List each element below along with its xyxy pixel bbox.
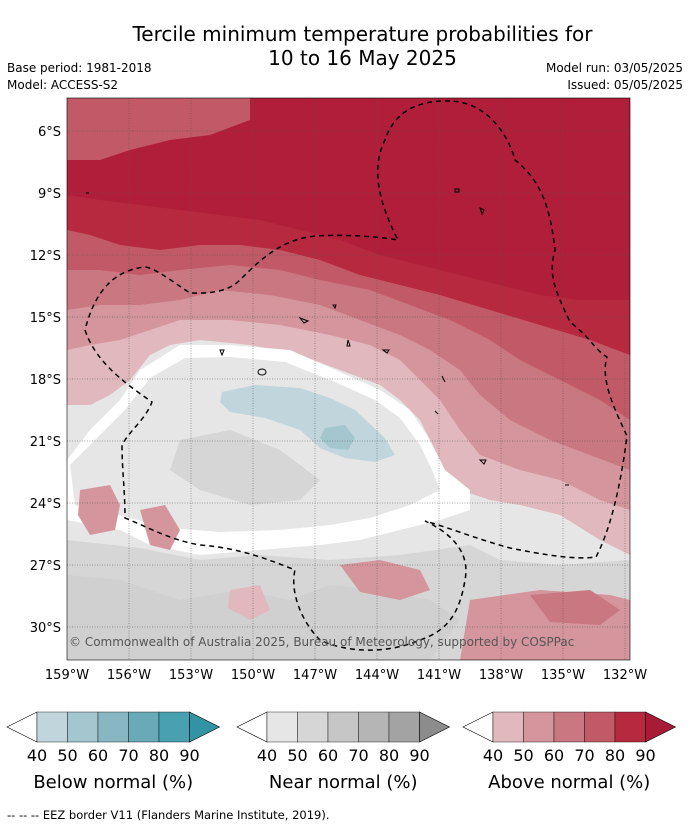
map-frame bbox=[66, 97, 631, 661]
map-title: Tercile minimum temperature probabilitie… bbox=[0, 22, 690, 70]
lat-label: 9°S bbox=[38, 187, 61, 202]
colorbar-segment bbox=[553, 711, 585, 743]
lon-label: 159°W bbox=[45, 668, 89, 683]
graticule bbox=[67, 98, 630, 660]
colorbar-tick-label: 60 bbox=[544, 746, 564, 765]
colorbar-over-triangle bbox=[645, 711, 677, 743]
title-line-2: 10 to 16 May 2025 bbox=[268, 46, 457, 70]
meta-left: Base period: 1981-2018 Model: ACCESS-S2 bbox=[7, 60, 152, 94]
colorbar-under-triangle bbox=[236, 711, 268, 743]
colorbar-label: Near normal (%) bbox=[269, 772, 418, 793]
colorbar-tick-label: 60 bbox=[88, 746, 108, 765]
colorbar-tick-label: 80 bbox=[605, 746, 625, 765]
lat-label: 6°S bbox=[38, 125, 61, 140]
colorbar-tick-label: 50 bbox=[287, 746, 307, 765]
lat-label: 21°S bbox=[30, 435, 61, 450]
colorbar-tick-label: 80 bbox=[149, 746, 169, 765]
lon-label: 153°W bbox=[169, 668, 213, 683]
model-name: Model: ACCESS-S2 bbox=[7, 78, 119, 92]
colorbar-segment bbox=[297, 711, 329, 743]
near-normal-50-core bbox=[170, 430, 320, 505]
colorbar-tick-label: 70 bbox=[348, 746, 368, 765]
meta-right: Model run: 03/05/2025 Issued: 05/05/2025 bbox=[546, 60, 683, 94]
lat-label: 15°S bbox=[30, 311, 61, 326]
colorbar-tick-label: 90 bbox=[409, 746, 429, 765]
above-normal-pocket-1 bbox=[78, 485, 120, 535]
colorbar-segment bbox=[584, 711, 616, 743]
above-normal-pocket-2 bbox=[140, 505, 180, 550]
near-normal-55-region bbox=[67, 575, 460, 660]
colorbar-segment bbox=[614, 711, 646, 743]
below-normal-50-patch bbox=[320, 425, 355, 450]
colorbar-segment bbox=[327, 711, 359, 743]
lon-label: 147°W bbox=[293, 668, 337, 683]
colorbar-tick-label: 40 bbox=[257, 746, 277, 765]
lat-label: 12°S bbox=[30, 249, 61, 264]
colorbar-label: Below normal (%) bbox=[33, 772, 193, 793]
lon-label: 141°W bbox=[417, 668, 461, 683]
above-normal-pocket-6 bbox=[530, 590, 620, 625]
copyright-notice: © Commonwealth of Australia 2025, Bureau… bbox=[69, 635, 574, 649]
colorbar-label: Above normal (%) bbox=[488, 772, 650, 793]
colorbar-over-triangle bbox=[189, 711, 221, 743]
colorbar-segment bbox=[67, 711, 99, 743]
footer-note: -- -- -- EEZ border V11 (Flanders Marine… bbox=[7, 808, 330, 822]
colorbar-tick-label: 40 bbox=[483, 746, 503, 765]
colorbar-segment bbox=[266, 711, 298, 743]
lat-label: 18°S bbox=[30, 373, 61, 388]
colorbar-segment bbox=[128, 711, 160, 743]
colorbar-tick-label: 50 bbox=[513, 746, 533, 765]
model-run: Model run: 03/05/2025 bbox=[545, 61, 683, 75]
above-normal-90-region bbox=[67, 98, 630, 300]
map-area: © Commonwealth of Australia 2025, Bureau… bbox=[67, 98, 630, 660]
colorbars: 40 50 60 70 80 90 Below normal (%) 40 50 60 70 80 90… bbox=[6, 711, 677, 793]
lon-label: 144°W bbox=[355, 668, 399, 683]
lat-label: 27°S bbox=[30, 559, 61, 574]
colorbar-under-triangle bbox=[462, 711, 494, 743]
colorbar-segment bbox=[158, 711, 190, 743]
colorbar-segment bbox=[36, 711, 68, 743]
colorbar-tick-label: 90 bbox=[635, 746, 655, 765]
above-normal-pocket-3 bbox=[228, 585, 270, 620]
above-normal-pocket-4 bbox=[340, 560, 430, 600]
lon-label: 132°W bbox=[603, 668, 647, 683]
colorbar-tick-label: 70 bbox=[118, 746, 138, 765]
lat-label: 24°S bbox=[30, 497, 61, 512]
colorbar-tick-label: 40 bbox=[27, 746, 47, 765]
colorbar-segment bbox=[523, 711, 555, 743]
colorbar-segment bbox=[388, 711, 420, 743]
above-normal-70-patch-nw bbox=[67, 98, 250, 160]
eez-borders bbox=[84, 100, 628, 651]
colorbar-1: 40 50 60 70 80 90 Below normal (%) bbox=[6, 711, 221, 793]
colorbar-over-triangle bbox=[419, 711, 451, 743]
colorbar-tick-label: 50 bbox=[57, 746, 77, 765]
latitude-labels: 6°S 9°S 12°S 15°S 18°S 21°S 24°S 27°S 30… bbox=[30, 125, 61, 636]
lon-label: 138°W bbox=[479, 668, 523, 683]
lat-label: 30°S bbox=[30, 621, 61, 636]
colorbar-segment bbox=[97, 711, 129, 743]
islands bbox=[86, 188, 569, 486]
longitude-labels: 159°W 156°W 153°W 150°W 147°W 144°W 141°… bbox=[45, 668, 647, 683]
title-line-1: Tercile minimum temperature probabilitie… bbox=[132, 22, 593, 46]
colorbar-tick-label: 60 bbox=[318, 746, 338, 765]
base-period: Base period: 1981-2018 bbox=[7, 61, 152, 75]
colorbar-2: 40 50 60 70 80 90 Near normal (%) bbox=[236, 711, 451, 793]
colorbar-tick-label: 90 bbox=[179, 746, 199, 765]
colorbar-segment bbox=[492, 711, 524, 743]
colorbar-tick-label: 70 bbox=[574, 746, 594, 765]
lon-label: 135°W bbox=[541, 668, 585, 683]
colorbar-under-triangle bbox=[6, 711, 38, 743]
colorbar-3: 40 50 60 70 80 90 Above normal (%) bbox=[462, 711, 677, 793]
lon-label: 156°W bbox=[107, 668, 151, 683]
colorbar-segment bbox=[358, 711, 390, 743]
colorbar-tick-label: 80 bbox=[379, 746, 399, 765]
issued-date: Issued: 05/05/2025 bbox=[567, 78, 683, 92]
lon-label: 150°W bbox=[231, 668, 275, 683]
